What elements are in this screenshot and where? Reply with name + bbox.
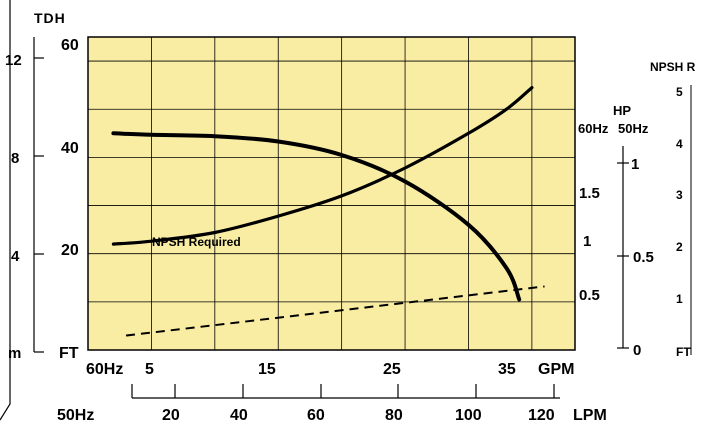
npsh-tick: 1 bbox=[676, 292, 683, 306]
tdh-axis-title: TDH bbox=[34, 10, 66, 26]
hp-axis-title: HP bbox=[613, 103, 631, 118]
x-60hz-label: 60Hz bbox=[86, 361, 123, 378]
gpm-tick: 35 bbox=[498, 361, 516, 378]
lpm-tick: 60 bbox=[307, 407, 325, 424]
npsh-tick: 4 bbox=[676, 137, 683, 151]
tdh-m-tick: 8 bbox=[11, 150, 19, 167]
npsh-tick: 5 bbox=[676, 85, 683, 99]
lpm-tick: 20 bbox=[162, 407, 180, 424]
plot-area bbox=[87, 36, 576, 351]
npsh-axis-labels: NPSH R 5 4 3 2 1 FT bbox=[650, 60, 696, 359]
gpm-axis-labels: 60Hz 5 15 25 35 GPM bbox=[86, 361, 574, 378]
tdh-ft-tick: 20 bbox=[61, 242, 79, 259]
npsh-required-annotation: NPSH Required bbox=[152, 235, 241, 249]
hp-50hz-label: 50Hz bbox=[618, 121, 649, 136]
tdh-ft-tick: 40 bbox=[61, 140, 79, 157]
head-capacity-curve bbox=[111, 131, 522, 302]
lpm-axis-labels: 50Hz 20 40 60 80 100 120 LPM bbox=[57, 407, 607, 424]
lpm-tick: 100 bbox=[455, 407, 482, 424]
tdh-ft-tick-labels: 60 40 20 FT bbox=[59, 37, 79, 362]
npsh-unit: FT bbox=[676, 345, 691, 359]
tdh-ft-unit: FT bbox=[59, 345, 79, 362]
npsh-tick: 2 bbox=[676, 240, 683, 254]
npsh-axis-title: NPSH R bbox=[650, 60, 696, 74]
hp-50hz-tick-labels: 1 0.5 0 bbox=[631, 156, 654, 359]
npsh-tick: 3 bbox=[676, 188, 683, 202]
grid-lines bbox=[88, 37, 575, 350]
gpm-tick: 5 bbox=[145, 361, 154, 378]
lpm-tick-marks bbox=[131, 384, 555, 398]
lpm-tick: 120 bbox=[528, 407, 555, 424]
hp-60hz-label: 60Hz bbox=[578, 121, 609, 136]
lpm-tick: 40 bbox=[230, 407, 248, 424]
hp-50hz-tick-marks bbox=[617, 162, 629, 349]
hp-50hz-tick: 0.5 bbox=[633, 249, 654, 266]
lpm-tick: 80 bbox=[385, 407, 403, 424]
hp-axis-labels: HP 60Hz 50Hz 1.5 1 0.5 bbox=[578, 103, 649, 304]
gpm-unit: GPM bbox=[538, 361, 574, 378]
tdh-m-tick-labels: 12 8 4 m bbox=[5, 52, 22, 362]
gpm-tick: 15 bbox=[258, 361, 276, 378]
hp-60hz-tick: 1 bbox=[583, 233, 591, 250]
npsh-required-curve bbox=[125, 285, 545, 337]
tdh-m-unit: m bbox=[8, 345, 21, 362]
tdh-m-tick-marks bbox=[34, 57, 44, 353]
horsepower-curve bbox=[111, 86, 534, 246]
hp-60hz-tick: 0.5 bbox=[579, 287, 600, 304]
tdh-ft-tick: 60 bbox=[61, 37, 79, 54]
tdh-m-tick: 4 bbox=[11, 248, 20, 265]
hp-50hz-tick: 0 bbox=[633, 342, 641, 359]
gpm-tick: 25 bbox=[383, 361, 401, 378]
lpm-unit: LPM bbox=[573, 407, 607, 424]
tdh-m-tick: 12 bbox=[5, 52, 22, 69]
hp-60hz-tick: 1.5 bbox=[579, 185, 600, 202]
x-50hz-label: 50Hz bbox=[57, 407, 94, 424]
left-panel-border bbox=[0, 0, 11, 421]
hp-50hz-tick: 1 bbox=[631, 156, 639, 173]
